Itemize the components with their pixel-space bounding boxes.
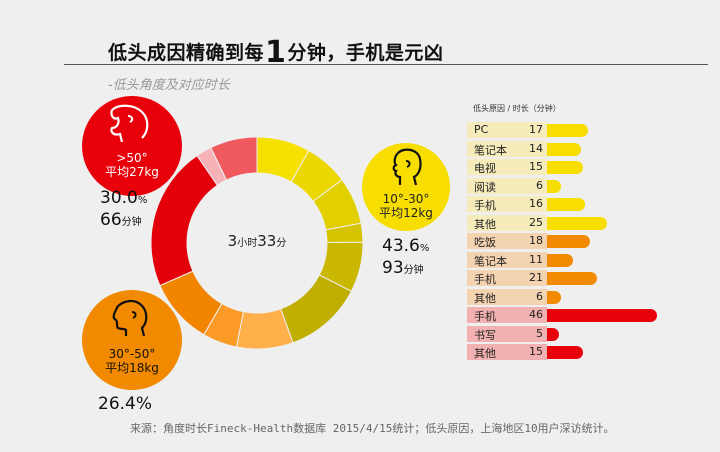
title-text-after: 分钟，手机是元凶 [287,42,444,64]
donut-segment-red-3 [210,136,258,181]
row-background [467,344,547,360]
row-reason: PC [474,123,489,136]
row-minutes: 46 [529,308,543,321]
donut-center-total: 3小时33分 [227,232,287,250]
badge-10-30: 10°-30° 平均12kg [362,143,450,231]
row-reason: 手机 [474,310,496,323]
donut-segment-red-1 [150,154,219,287]
row-minutes: 15 [529,345,543,358]
row-minutes: 6 [536,289,543,303]
badge-red-weight: 平均27kg [105,165,159,179]
badge-orange-weight: 平均18kg [105,361,159,375]
row-minutes: 15 [529,160,543,173]
donut-svg [150,136,364,350]
donut-chart: 3小时33分 [150,136,364,350]
badge-red-angle: >50° [116,151,148,165]
row-background [467,288,547,305]
row-background [467,122,547,138]
row-minutes: 11 [529,252,543,266]
row-reason: 笔记本 [474,143,507,157]
badge-30-50: 30°-50° 平均18kg [82,290,182,390]
row-minutes: 16 [529,197,543,210]
row-minutes: 18 [529,234,543,247]
row-reason: 其他 [474,347,496,360]
head-bent-icon [110,104,149,142]
row-reason: 手机 [474,273,496,286]
row-minutes: 5 [536,326,543,340]
row-background [467,251,547,268]
title-text-before: 低头成因精确到每 [108,42,265,64]
stat-orange-percent: 26.4% [98,394,153,414]
row-background [467,214,547,231]
row-minutes: 6 [536,178,543,192]
row-background [467,159,547,175]
row-bar [547,161,583,174]
row-reason: 阅读 [474,180,496,194]
row-background [467,177,547,194]
row-bar [547,179,562,193]
row-reason: 其他 [474,291,496,305]
row-reason: 笔记本 [474,254,507,268]
row-bar [547,142,581,156]
row-bar [547,290,562,304]
row-background [467,325,547,342]
row-minutes: 25 [529,215,543,229]
row-background [467,233,547,249]
row-bar [547,198,586,211]
row-background [467,140,547,157]
row-reason: 其他 [474,217,496,231]
title-number: 1 [265,35,287,70]
title-divider [64,64,708,65]
badge-over-50: >50° 平均27kg [82,96,182,196]
stat-yellow-percent: 43.6% [382,236,430,256]
table-header: 低头原因 / 时长（分钟） [473,104,561,113]
row-bar [547,309,658,322]
row-bar [547,124,588,137]
row-reason: 手机 [474,199,496,212]
row-bar [547,235,591,248]
row-background [467,307,547,323]
source-footer: 来源：角度时长Fineck-Health数据库 2015/4/15统计；低头原因… [130,422,615,435]
row-background [467,196,547,212]
badge-orange-angle: 30°-50° [108,347,156,361]
stat-red-percent: 30.0% [100,188,148,208]
stat-red-minutes: 66分钟 [100,210,142,230]
head-tilted-icon [112,300,148,337]
row-reason: 电视 [474,162,496,175]
row-reason: 吃饭 [474,236,496,249]
row-bar [547,253,574,267]
row-bar [547,327,559,341]
row-minutes: 17 [529,123,543,136]
row-minutes: 14 [529,141,543,155]
row-reason: 书写 [474,328,496,342]
page-title: 低头成因精确到每1分钟，手机是元凶 [108,32,444,70]
badge-yellow-angle: 10°-30° [382,192,430,206]
row-bar [547,272,598,285]
row-minutes: 21 [529,271,543,284]
head-upright-icon [392,148,422,186]
row-bar [547,346,583,359]
badge-yellow-weight: 平均12kg [379,206,433,220]
row-bar [547,216,607,230]
stat-yellow-minutes: 93分钟 [382,258,424,278]
row-background [467,270,547,286]
subtitle: -低头角度及对应时长 [108,78,230,93]
